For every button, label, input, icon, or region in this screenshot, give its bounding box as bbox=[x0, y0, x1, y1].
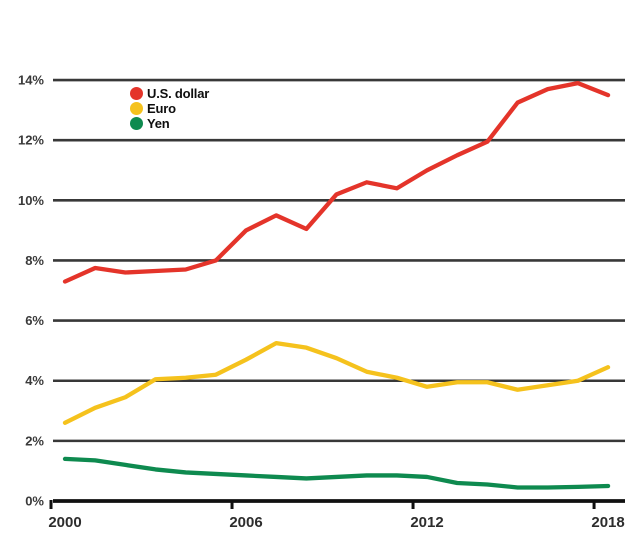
y-axis-label: 8% bbox=[25, 253, 44, 268]
y-axis-label: 2% bbox=[25, 433, 44, 448]
u-s-dollar-line bbox=[62, 80, 611, 284]
legend-item-yen: Yen bbox=[130, 116, 209, 131]
chart-legend: U.S. dollar Euro Yen bbox=[130, 86, 210, 131]
legend-label-yen: Yen bbox=[147, 116, 170, 131]
y-axis-label: 14% bbox=[18, 73, 44, 88]
us-dollar-swatch-icon bbox=[130, 87, 143, 100]
x-axis-label: 2006 bbox=[229, 514, 262, 531]
y-axis-label: 6% bbox=[25, 313, 44, 328]
y-axis-label: 12% bbox=[18, 133, 44, 148]
x-axis-label: 2018 bbox=[591, 514, 624, 531]
yen-swatch-icon bbox=[130, 117, 143, 130]
legend-label-us-dollar: U.S. dollar bbox=[147, 86, 210, 101]
legend-item-us-dollar: U.S. dollar bbox=[130, 86, 210, 101]
x-axis-label: 2000 bbox=[48, 514, 81, 531]
y-axis-label: 0% bbox=[25, 494, 44, 509]
legend-label-euro: Euro bbox=[147, 101, 176, 116]
legend-item-euro: Euro bbox=[130, 101, 209, 116]
y-axis-label: 10% bbox=[18, 193, 44, 208]
euro-line bbox=[62, 341, 611, 425]
euro-swatch-icon bbox=[130, 102, 143, 115]
y-axis-label: 4% bbox=[25, 373, 44, 388]
x-axis-label: 2012 bbox=[410, 514, 443, 531]
yen-line bbox=[62, 456, 611, 490]
